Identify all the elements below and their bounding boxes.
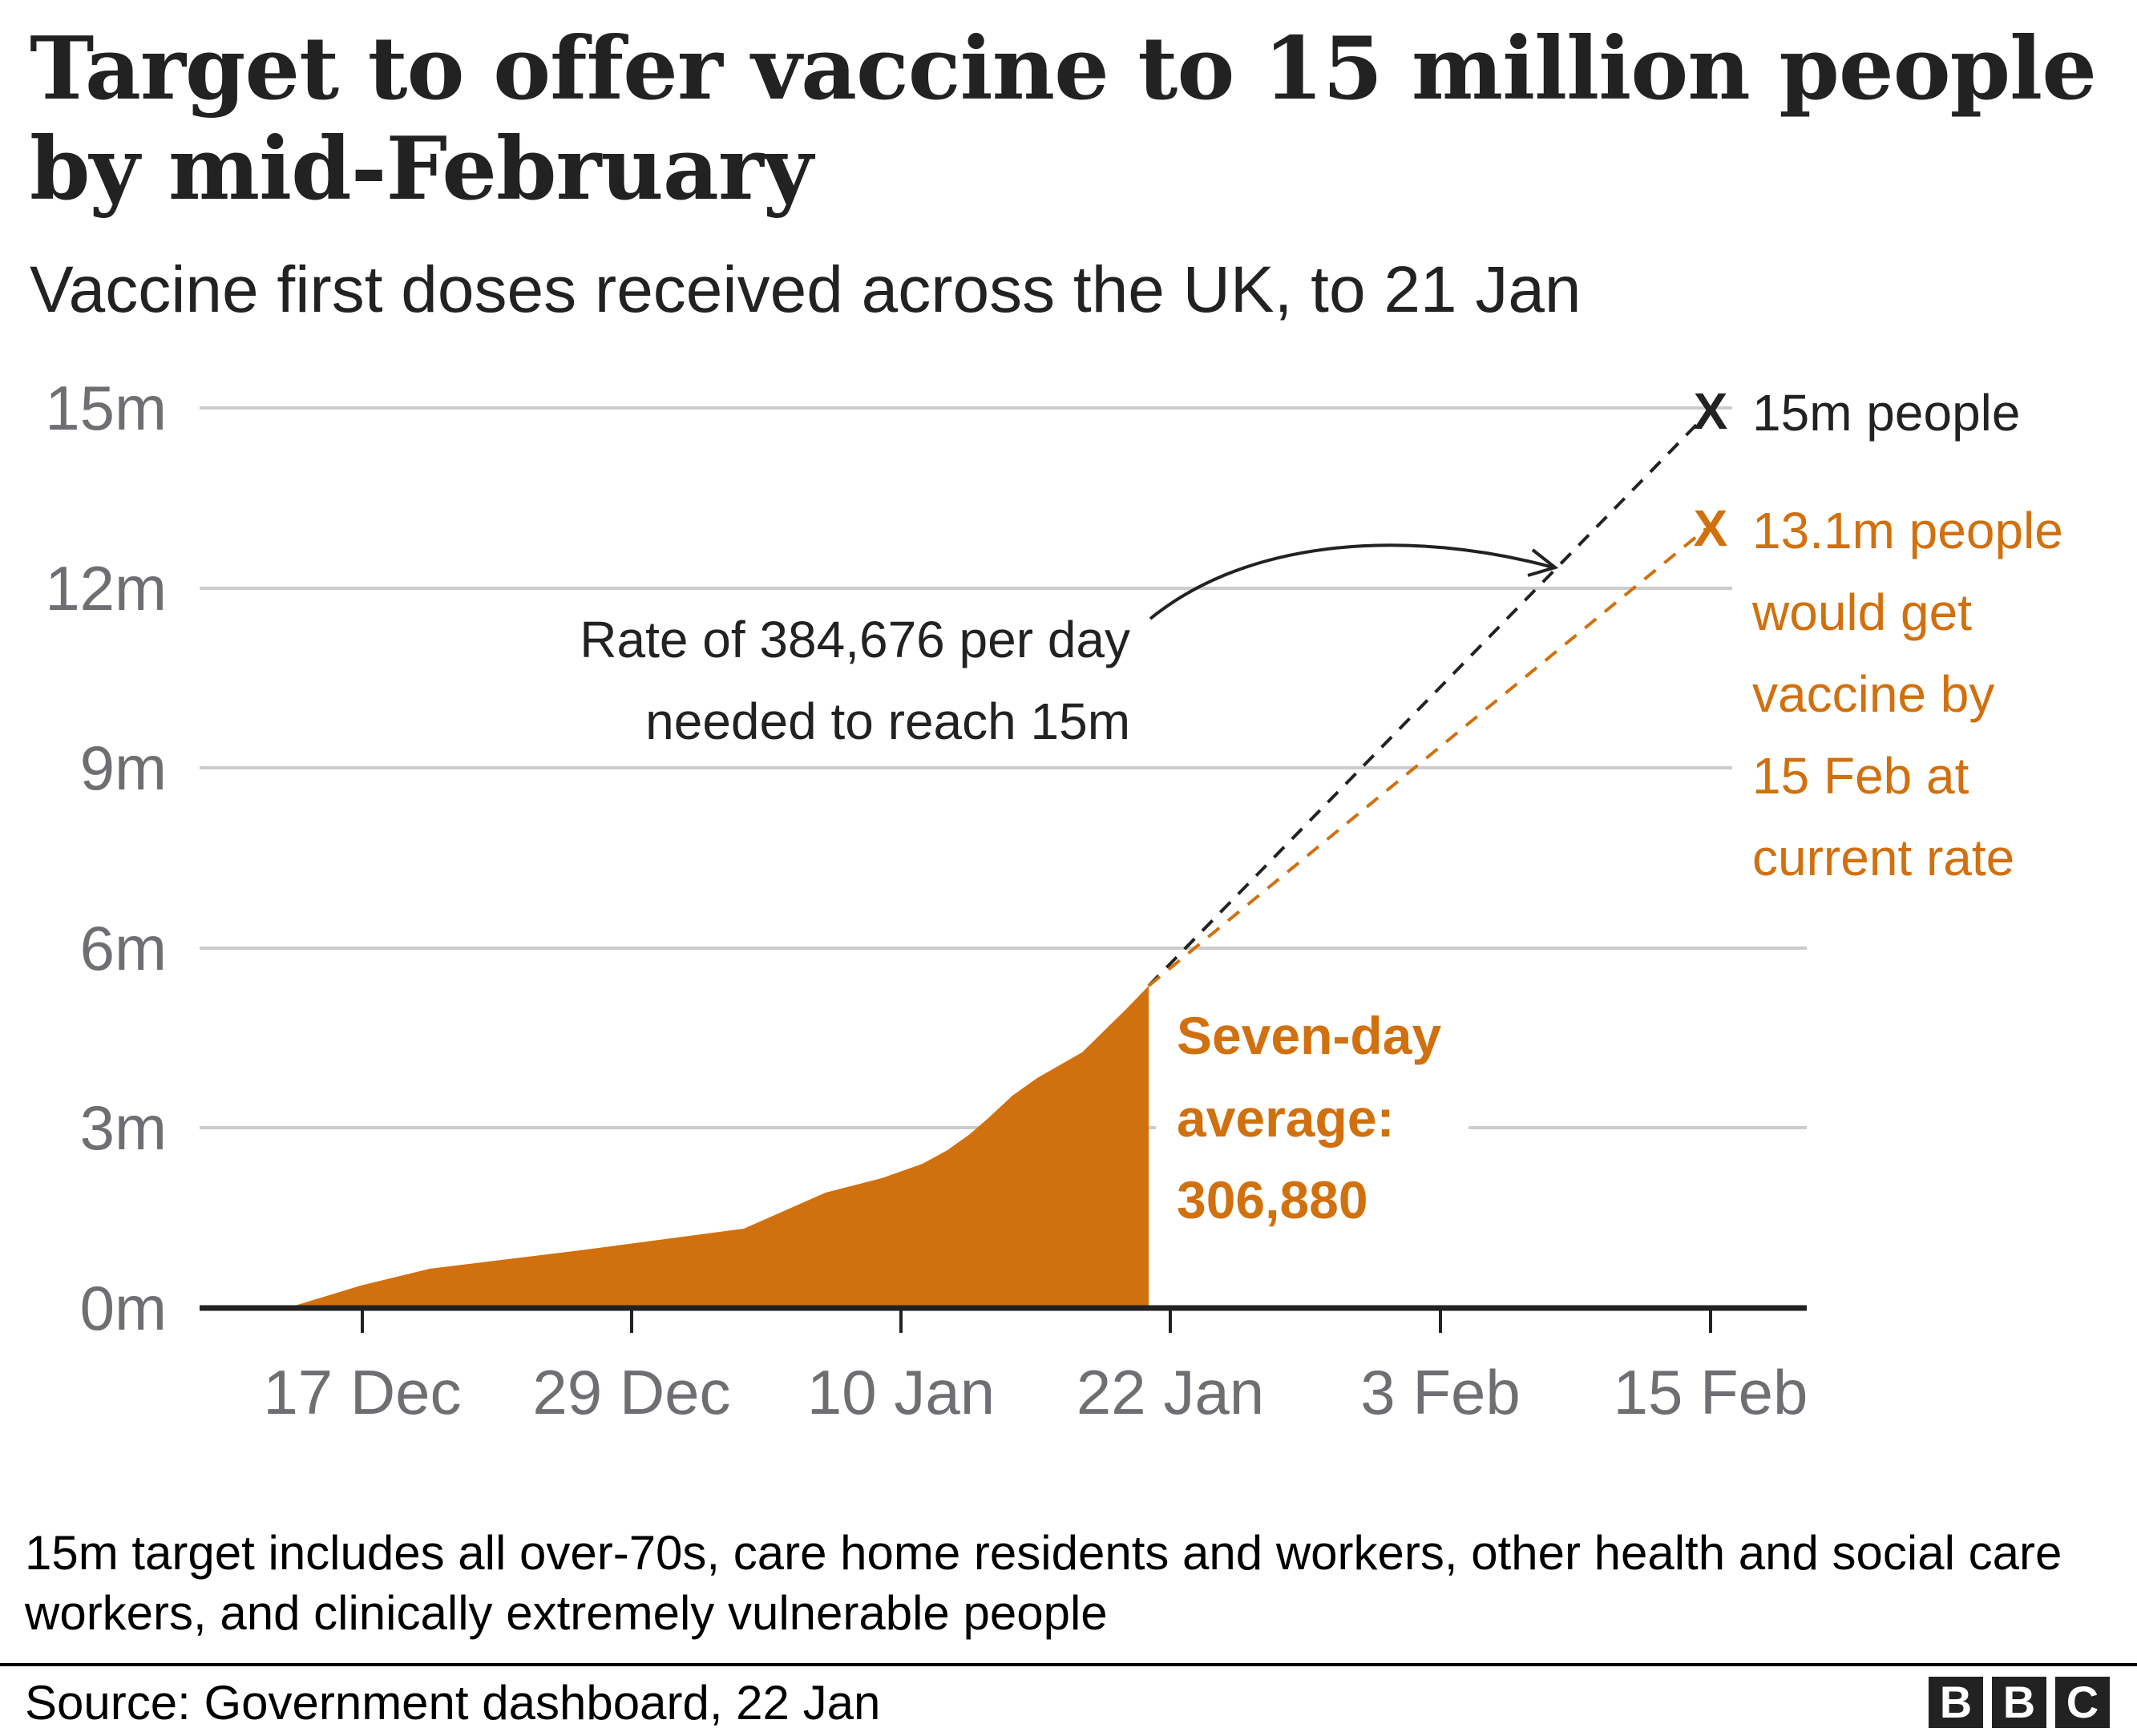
x-axis-ticks — [361, 1308, 1712, 1333]
y-tick-label: 6m — [80, 913, 167, 983]
source-text: Source: Government dashboard, 22 Jan — [25, 1676, 881, 1730]
target-rate-line — [1147, 414, 1707, 987]
projection-label-line: current rate — [1752, 829, 2014, 886]
projection-label-line: 15 Feb at — [1752, 747, 1969, 805]
x-tick-label: 29 Dec — [532, 1357, 730, 1427]
y-tick-label: 0m — [80, 1273, 167, 1343]
rate-annotation: Rate of 384,676 per day needed to reach … — [580, 611, 1130, 750]
bbc-logo-letter: B — [1929, 1677, 1983, 1728]
bbc-logo-letter: B — [1992, 1677, 2046, 1728]
doses-area — [287, 986, 1149, 1308]
x-tick-label: 15 Feb — [1614, 1357, 1808, 1427]
projection-label-line: would get — [1751, 583, 1972, 641]
projection-x-marker-icon: X — [1694, 499, 1728, 557]
gridlines — [200, 406, 1807, 1129]
x-tick-label: 22 Jan — [1077, 1357, 1264, 1427]
projection-label-line: vaccine by — [1752, 665, 1994, 723]
x-axis-labels: 17 Dec 29 Dec 10 Jan 22 Jan 3 Feb 15 Feb — [263, 1357, 1808, 1427]
y-axis-labels: 15m 12m 9m 6m 3m 0m — [45, 373, 167, 1343]
target-label: 15m people — [1752, 384, 2020, 442]
rate-annotation-line: needed to reach 15m — [645, 692, 1130, 750]
bbc-logo-letter: C — [2055, 1677, 2110, 1728]
average-annotation: Seven-day average: 306,880 — [1177, 1006, 1441, 1229]
rate-annotation-line: Rate of 384,676 per day — [580, 611, 1130, 668]
chart-title: Target to offer vaccine to 15 million pe… — [30, 18, 2097, 220]
average-annotation-line: Seven-day — [1177, 1006, 1441, 1065]
bbc-logo: B B C — [1929, 1677, 2110, 1728]
arrowhead-icon — [1527, 548, 1559, 577]
y-tick-label: 9m — [80, 733, 167, 803]
chart-subtitle: Vaccine first doses received across the … — [30, 253, 1582, 326]
projection-label: 13.1m people would get vaccine by 15 Feb… — [1751, 502, 2063, 886]
y-tick-label: 3m — [80, 1092, 167, 1163]
x-tick-label: 10 Jan — [807, 1357, 995, 1427]
current-rate-line — [1147, 527, 1707, 987]
x-tick-label: 17 Dec — [263, 1357, 461, 1427]
average-annotation-line: 306,880 — [1177, 1170, 1368, 1229]
footer-divider — [0, 1663, 2137, 1666]
y-tick-label: 15m — [45, 373, 167, 443]
target-x-marker-icon: X — [1694, 382, 1728, 440]
footnote: 15m target includes all over-70s, care h… — [25, 1526, 2062, 1640]
average-annotation-line: average: — [1177, 1088, 1395, 1148]
x-tick-label: 3 Feb — [1360, 1357, 1520, 1427]
y-tick-label: 12m — [45, 553, 167, 624]
annotation-arrow-icon — [1149, 543, 1554, 620]
projection-label-line: 13.1m people — [1752, 502, 2063, 559]
